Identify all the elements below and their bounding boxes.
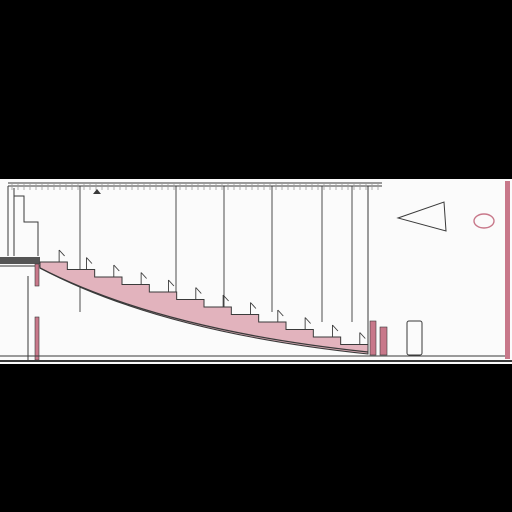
balcony-profile: [14, 195, 39, 256]
hanging-rods: [79, 186, 353, 322]
stage-post-right: [379, 326, 388, 356]
door-opening: [406, 320, 423, 356]
triangle-ornament: [396, 201, 447, 232]
stage-post-left: [369, 320, 377, 356]
oval-ornament: [473, 213, 495, 229]
truss-tick-marks: [11, 183, 379, 190]
seat-armrest: [222, 294, 229, 302]
raked-seating: [39, 249, 369, 355]
seat-armrest: [140, 272, 147, 279]
left-balcony: [0, 186, 40, 361]
seat-armrest: [86, 257, 93, 264]
seat-armrest: [304, 317, 311, 324]
seat-armrest: [113, 264, 120, 272]
rake-soffit-line: [39, 267, 369, 353]
stage-end-posts: [367, 181, 510, 359]
right-wall-band: [505, 181, 510, 359]
ceiling-truss: [8, 182, 382, 194]
balcony-post: [34, 263, 40, 287]
seat-armrest: [359, 332, 366, 339]
light-fixture-icon: [93, 189, 101, 194]
left-pier: [34, 316, 40, 361]
balcony-slab: [0, 257, 40, 264]
seat-armrest: [195, 287, 202, 294]
seat-armrest: [277, 309, 284, 317]
seat-armrest: [332, 324, 339, 332]
seat-armrest: [58, 249, 65, 257]
seating-steps: [58, 249, 366, 345]
seat-armrest: [250, 302, 257, 309]
seat-armrest: [168, 279, 175, 287]
